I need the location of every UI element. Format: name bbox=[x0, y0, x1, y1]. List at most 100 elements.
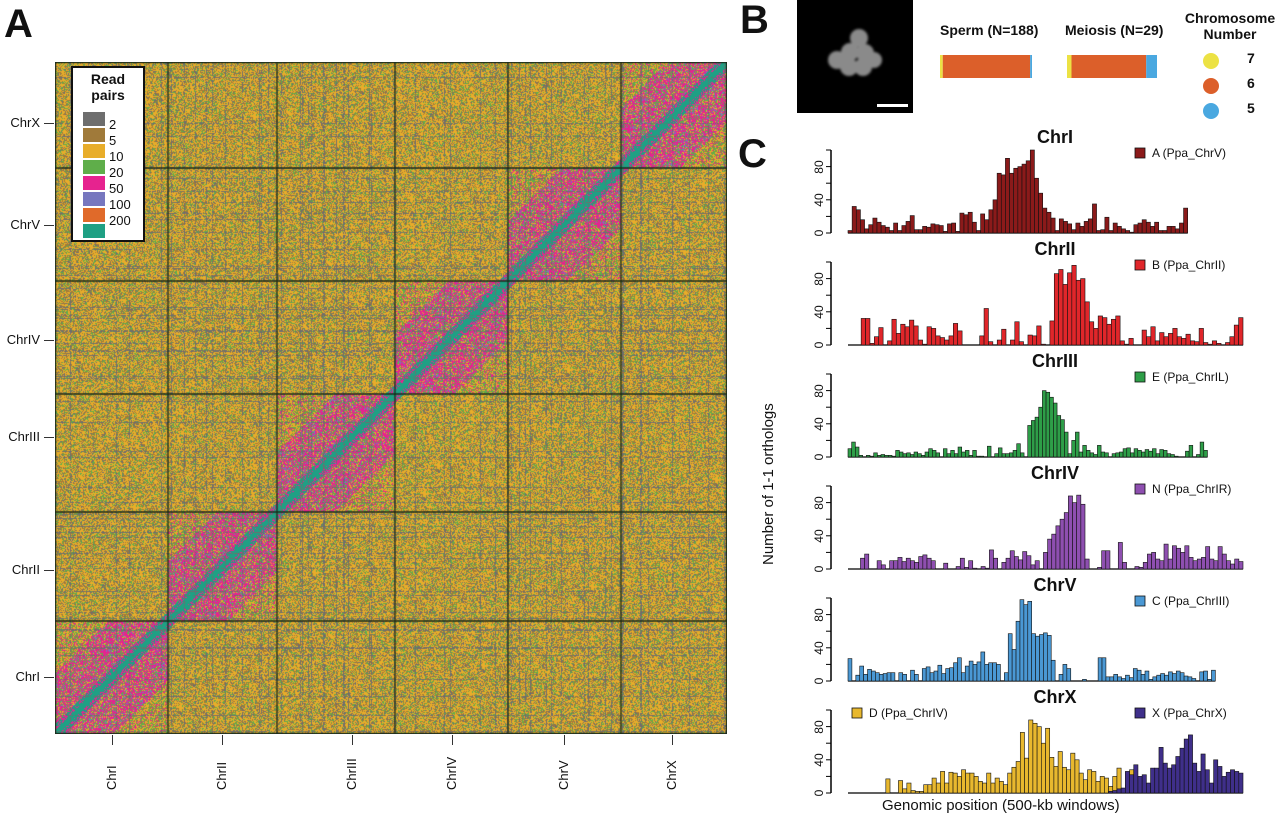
ortholog-bar bbox=[1025, 160, 1031, 234]
ortholog-bar bbox=[1174, 228, 1180, 234]
ortholog-bar bbox=[1226, 560, 1231, 570]
ortholog-bar bbox=[1154, 221, 1160, 234]
ortholog-bar bbox=[1051, 533, 1057, 570]
ortholog-bar bbox=[1129, 774, 1135, 794]
ortholog-bar bbox=[880, 564, 886, 570]
ortholog-bar bbox=[1036, 325, 1042, 346]
ortholog-bar bbox=[1221, 553, 1227, 570]
ortholog-bar bbox=[904, 326, 910, 346]
ortholog-bar bbox=[868, 224, 874, 234]
ortholog-bar bbox=[1155, 453, 1161, 458]
y-tick-label: ChrI bbox=[15, 669, 40, 684]
ortholog-bar bbox=[905, 221, 911, 234]
ortholog-bar bbox=[1112, 222, 1118, 234]
ortholog-bar bbox=[1007, 633, 1013, 682]
heatmap-legend: Read pairs 2 5 10 20 50 100 200 bbox=[71, 66, 145, 242]
ortholog-bar bbox=[1209, 558, 1215, 570]
ortholog-bar bbox=[988, 341, 994, 346]
ortholog-bar bbox=[1009, 172, 1015, 234]
ortholog-bar bbox=[1217, 766, 1223, 794]
ortholog-bar bbox=[992, 662, 997, 682]
ortholog-bar bbox=[952, 772, 958, 794]
ortholog-bar bbox=[1084, 301, 1090, 346]
y-tick-label: 40 bbox=[812, 529, 826, 543]
ortholog-bar bbox=[1063, 221, 1068, 234]
legend-swatch bbox=[83, 192, 105, 206]
ortholog-bar bbox=[1091, 771, 1097, 794]
ortholog-bar bbox=[943, 448, 948, 458]
legend-swatch bbox=[83, 176, 105, 190]
ortholog-bar bbox=[1162, 762, 1168, 794]
ortholog-bar bbox=[953, 662, 958, 682]
ortholog-bar bbox=[1097, 657, 1103, 682]
ortholog-bar bbox=[1015, 620, 1021, 682]
ortholog-bar bbox=[1188, 557, 1194, 570]
ortholog-bar bbox=[1122, 562, 1127, 570]
ortholog-bar bbox=[968, 560, 974, 570]
y-tick-label: 80 bbox=[812, 607, 826, 622]
ortholog-bar bbox=[940, 771, 945, 794]
x-tick-mark bbox=[452, 735, 453, 745]
y-tick-label: 40 bbox=[812, 193, 826, 207]
ortholog-bar bbox=[891, 455, 896, 458]
ortholog-bar bbox=[1199, 671, 1204, 682]
ortholog-bar bbox=[1179, 747, 1185, 794]
ortholog-bar bbox=[1067, 453, 1073, 458]
ortholog-bar bbox=[1199, 441, 1205, 458]
ortholog-bar bbox=[902, 788, 908, 794]
ortholog-bar bbox=[928, 448, 933, 458]
ortholog-bar bbox=[1144, 670, 1150, 682]
ortholog-bar bbox=[1113, 674, 1118, 682]
ortholog-bar bbox=[1238, 561, 1244, 570]
ortholog-bar bbox=[1147, 553, 1152, 570]
ortholog-bar bbox=[1141, 451, 1146, 458]
ortholog-bar bbox=[1040, 343, 1046, 346]
ortholog-bar bbox=[1027, 425, 1032, 458]
ortholog-bar bbox=[1101, 550, 1107, 570]
y-tick-label: ChrII bbox=[11, 562, 40, 577]
ortholog-bar bbox=[1058, 218, 1064, 234]
ortholog-bar bbox=[921, 455, 926, 458]
ortholog-bar bbox=[1225, 771, 1231, 794]
ortholog-bar bbox=[884, 455, 889, 458]
ortholog-bar bbox=[1021, 163, 1027, 234]
ortholog-bar bbox=[937, 664, 943, 682]
ortholog-bar bbox=[956, 776, 962, 794]
y-tick-label: 40 bbox=[812, 753, 826, 767]
ortholog-bar bbox=[971, 221, 977, 234]
ortholog-bar bbox=[851, 441, 856, 458]
ortholog-bar bbox=[935, 782, 941, 794]
ortholog-bar bbox=[1056, 415, 1062, 458]
ortholog-bar bbox=[1152, 676, 1158, 682]
stacked-bar-segment bbox=[1071, 55, 1147, 78]
ortholog-bar bbox=[1154, 340, 1160, 346]
ortholog-bar bbox=[1066, 769, 1072, 794]
series-legend-label: E (Ppa_ChrIL) bbox=[1152, 370, 1229, 384]
ortholog-bar bbox=[1187, 676, 1193, 682]
ortholog-bar bbox=[1170, 454, 1175, 458]
ortholog-bar bbox=[1075, 431, 1080, 458]
ortholog-bar bbox=[1034, 177, 1039, 234]
y-tick-label: 0 bbox=[812, 789, 826, 797]
ortholog-bar bbox=[1022, 551, 1028, 570]
ortholog-bar bbox=[1179, 222, 1184, 234]
ortholog-bar bbox=[863, 674, 868, 682]
ortholog-bar bbox=[1078, 451, 1084, 458]
ortholog-bar bbox=[1137, 776, 1143, 794]
stacked-bar-segment bbox=[1030, 55, 1032, 78]
ortholog-bar bbox=[1019, 599, 1025, 682]
ortholog-bar bbox=[860, 318, 866, 346]
ortholog-bar bbox=[1209, 782, 1214, 794]
y-tick-label: ChrIV bbox=[6, 332, 40, 347]
ortholog-bar bbox=[1125, 771, 1130, 794]
ortholog-bar bbox=[1035, 635, 1040, 682]
ortholog-bar bbox=[847, 448, 852, 458]
ortholog-bar bbox=[989, 549, 994, 570]
ortholog-bar bbox=[998, 781, 1004, 794]
ortholog-bar bbox=[947, 223, 952, 234]
ortholog-bar bbox=[1075, 222, 1081, 234]
ortholog-bar bbox=[961, 672, 966, 682]
ortholog-bar bbox=[869, 455, 874, 458]
ortholog-bar bbox=[926, 226, 932, 234]
ortholog-bar bbox=[1184, 545, 1190, 570]
